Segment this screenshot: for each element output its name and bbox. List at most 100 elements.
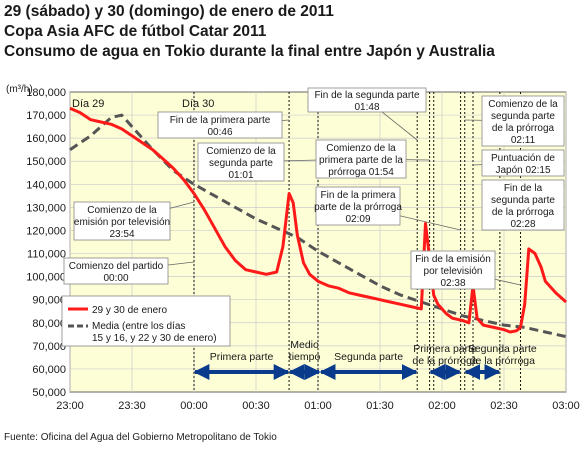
- y-tick-label: 180,000: [26, 87, 66, 99]
- period-arrow: Primera parte: [193, 351, 290, 380]
- annotation-text: 02:38: [440, 278, 465, 289]
- annotation-text: 02:11: [511, 135, 536, 146]
- y-tick-label: 100,000: [26, 272, 66, 284]
- annotation-text: 02:09: [345, 214, 370, 225]
- chart-titles: 29 (sábado) y 30 (domingo) de enero de 2…: [4, 2, 495, 62]
- series-line-actual: [69, 106, 567, 334]
- y-tick-label: 160,000: [26, 133, 66, 145]
- annotation-text: 02:28: [510, 219, 535, 230]
- legend-entry-average: 15 y 16, y 22 y 30 de enero): [92, 333, 217, 344]
- annotation-box: [481, 149, 565, 177]
- x-tick-label: 01:30: [366, 400, 394, 412]
- annotation-box: [73, 201, 171, 241]
- y-tick-label: 130,000: [26, 202, 66, 214]
- annotation-text: 01:48: [354, 102, 379, 113]
- x-tick-label: 00:00: [180, 400, 208, 412]
- legend-entry-average: Media (entre los días: [92, 321, 185, 332]
- annotation-text: parte de la prórroga: [314, 202, 402, 213]
- x-tick-label: 02:30: [490, 400, 518, 412]
- annotation-text: emisión por televisión: [74, 217, 170, 228]
- annotation-text: 00:00: [103, 273, 128, 284]
- source-note: Fuente: Oficina del Agua del Gobierno Me…: [4, 432, 277, 443]
- period-label: de la prórroga: [470, 355, 536, 367]
- annotation-box: [410, 250, 496, 290]
- annotation-text: Fin de la primera: [320, 190, 395, 201]
- x-tick-label: 02:00: [428, 400, 456, 412]
- chart-title-date: 29 (sábado) y 30 (domingo) de enero de 2…: [4, 3, 334, 20]
- annotation-text: Comienzo de la: [326, 143, 396, 154]
- annotation-box: [307, 87, 427, 113]
- annotation-text: 01:01: [228, 170, 253, 181]
- period-label: de la prórroga: [412, 355, 478, 367]
- annotation-text: Japón 02:15: [495, 165, 550, 176]
- legend-box: [61, 295, 231, 347]
- annotation-text: de la prórroga: [492, 123, 555, 134]
- annotation-text: Comienzo de la: [87, 205, 157, 216]
- annotation-box: [315, 139, 407, 179]
- annotation-text: prórroga 01:54: [328, 167, 394, 178]
- annotation-text: 23:54: [109, 229, 134, 240]
- y-tick-label: 50,000: [32, 387, 66, 399]
- annotation-text: Fin de la: [504, 183, 543, 194]
- period-label: Segunda parte: [468, 343, 537, 355]
- y-tick-label: 170,000: [26, 110, 66, 122]
- x-tick-label: 23:30: [118, 400, 146, 412]
- x-tick-label: 00:30: [242, 400, 270, 412]
- y-tick-label: 70,000: [32, 341, 66, 353]
- annotation-box: [197, 142, 285, 182]
- annotation-box: [481, 95, 565, 147]
- annotation-text: 00:46: [207, 127, 232, 138]
- x-tick-label: 03:00: [552, 400, 580, 412]
- y-tick-label: 90,000: [32, 295, 66, 307]
- annotation-text: Comienzo de la: [488, 99, 558, 110]
- x-tick-label: 23:00: [56, 400, 84, 412]
- legend-entry-actual: 29 y 30 de enero: [92, 305, 167, 316]
- y-tick-label: 120,000: [26, 225, 66, 237]
- period-label: Primera parte: [210, 351, 274, 363]
- annotation-text: de la prórroga: [492, 207, 555, 218]
- day-label: Día 29: [72, 98, 104, 110]
- annotation-box: [315, 186, 401, 226]
- annotation-text: Fin de la primera parte: [170, 115, 271, 126]
- period-arrow: Segunda parte: [319, 351, 418, 380]
- annotation-box: [63, 257, 169, 285]
- annotation-text: Fin de la emisión: [415, 254, 491, 265]
- chart-title-event: Copa Asia AFC de fútbol Catar 2011: [4, 23, 267, 40]
- annotation-text: por televisión: [424, 266, 483, 277]
- annotation-text: segunda parte: [491, 195, 555, 206]
- y-tick-label: 60,000: [32, 364, 66, 376]
- period-label: Primera parte: [413, 343, 477, 355]
- annotation-text: Fin de la segunda parte: [314, 90, 420, 101]
- chart-title-subject: Consumo de agua en Tokio durante la fina…: [4, 43, 495, 60]
- annotation-text: segunda parte: [491, 111, 555, 122]
- y-tick-label: 150,000: [26, 156, 66, 168]
- period-label: Medio: [290, 339, 319, 351]
- annotation-text: segunda parte: [209, 158, 273, 169]
- annotation-text: primera parte de la: [319, 155, 403, 166]
- annotation-text: Puntuación de: [491, 153, 555, 164]
- period-label: tiempo: [289, 351, 321, 363]
- period-label: Segunda parte: [334, 351, 403, 363]
- annotation-text: Comienzo del partido: [69, 261, 164, 272]
- annotation-text: Comienzo de la: [206, 146, 276, 157]
- legend: 29 y 30 de enero Media (entre los días15 …: [61, 295, 231, 347]
- y-tick-label: 110,000: [27, 249, 66, 261]
- annotation-box: [481, 179, 565, 231]
- x-tick-label: 01:00: [304, 400, 332, 412]
- y-unit-label: (m³/h): [6, 84, 33, 95]
- annotation-box: [157, 111, 283, 139]
- y-tick-label: 140,000: [26, 179, 66, 191]
